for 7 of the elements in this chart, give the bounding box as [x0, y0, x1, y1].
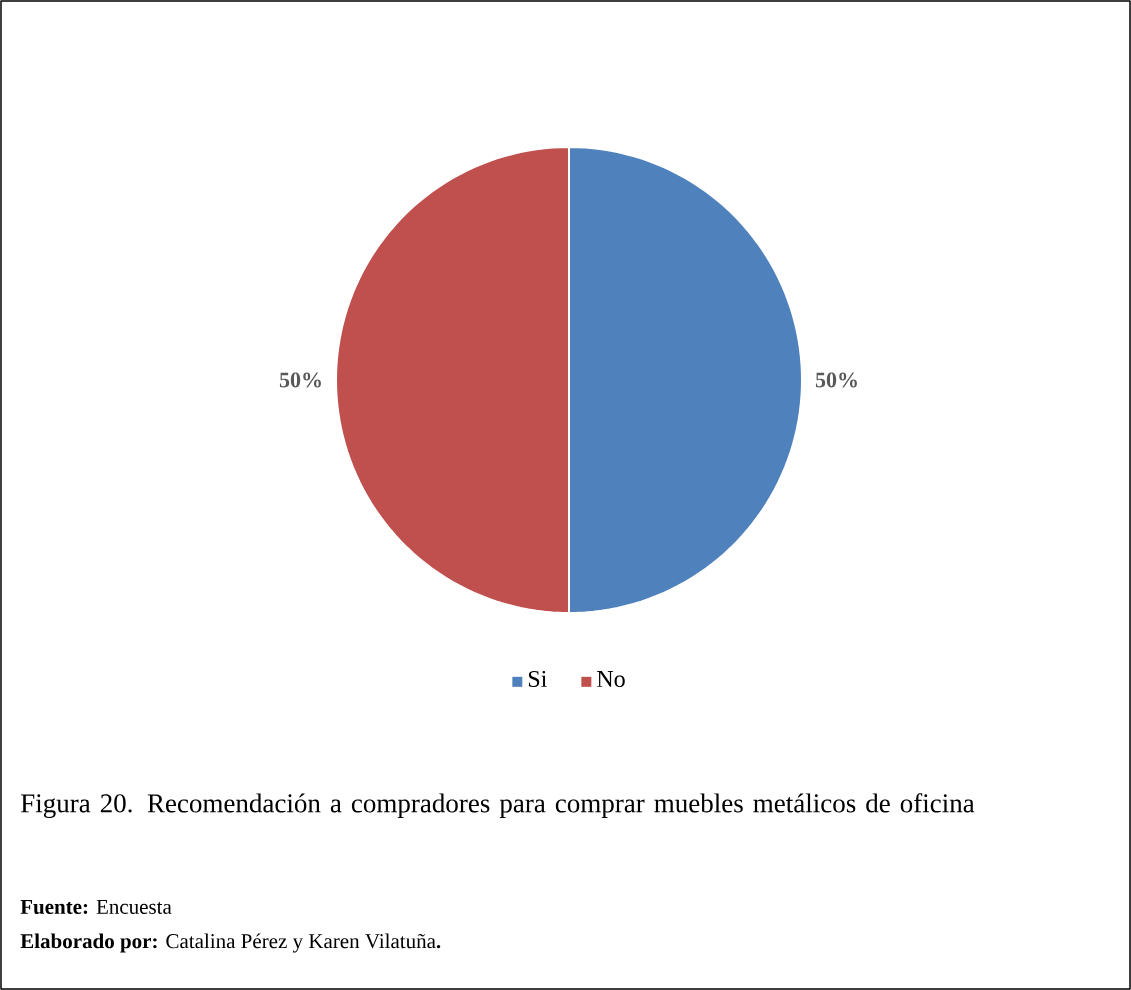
- text: Fuente: Encuesta: [20, 899, 172, 915]
- text: Elaborado por: Catalina Pérez y Karen Vilatuña.: [20, 933, 441, 953]
- legend-label: Si: [528, 670, 547, 688]
- data-label: 50%: [815, 372, 857, 388]
- legend-label: No: [597, 671, 625, 688]
- data-label: 50%: [279, 372, 321, 388]
- text: Figura 20. Recomendación a compradores para comprar muebles metálicos de oficina: [20, 793, 975, 819]
